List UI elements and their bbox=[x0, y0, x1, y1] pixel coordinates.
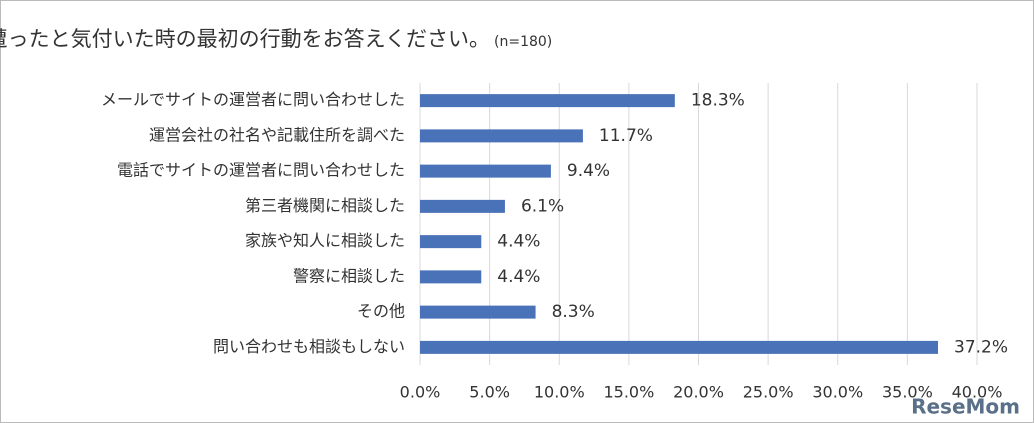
x-tick-label: 30.0% bbox=[812, 383, 863, 402]
watermark: ReseMom bbox=[911, 395, 1020, 419]
bar bbox=[420, 199, 505, 213]
y-tick-label: 電話でサイトの運営者に問い合わせした bbox=[117, 161, 405, 180]
bar bbox=[420, 164, 551, 178]
x-tick-label: 10.0% bbox=[534, 383, 585, 402]
chart-subtitle: (n=180) bbox=[494, 34, 552, 50]
bar bbox=[420, 270, 482, 284]
bar bbox=[420, 129, 583, 143]
data-label: 8.3% bbox=[552, 302, 595, 322]
x-tick-label: 5.0% bbox=[469, 383, 510, 402]
x-tick-label: 0.0% bbox=[400, 383, 441, 402]
x-tick-label: 20.0% bbox=[673, 383, 724, 402]
x-tick-label: 40.0% bbox=[952, 383, 1003, 402]
y-tick-label: 警察に相談した bbox=[293, 266, 405, 285]
y-tick-label: 第三者機関に相談した bbox=[245, 196, 405, 215]
x-tick-label: 15.0% bbox=[603, 383, 654, 402]
bar bbox=[420, 305, 536, 319]
x-tick-label: 35.0% bbox=[882, 383, 933, 402]
y-tick-label: 問い合わせも相談もしない bbox=[213, 337, 405, 356]
bar bbox=[420, 94, 675, 108]
data-label: 11.7% bbox=[599, 126, 653, 146]
data-label: 4.4% bbox=[497, 232, 540, 252]
bar bbox=[420, 340, 939, 354]
y-tick-label: 家族や知人に相談した bbox=[245, 231, 405, 250]
data-label: 9.4% bbox=[567, 161, 610, 181]
y-tick-label: その他 bbox=[357, 302, 405, 321]
x-tick-label: 25.0% bbox=[743, 383, 794, 402]
bar bbox=[420, 235, 482, 249]
data-label: 37.2% bbox=[954, 337, 1008, 357]
y-tick-label: 運営会社の社名や記載住所を調べた bbox=[149, 125, 405, 144]
data-label: 4.4% bbox=[497, 267, 540, 287]
data-label: 6.1% bbox=[521, 196, 564, 216]
chart-title: 被害に遭ったと気付いた時の最初の行動をお答えください。 bbox=[0, 27, 490, 51]
y-tick-label: メールでサイトの運営者に問い合わせした bbox=[101, 90, 405, 109]
data-label: 18.3% bbox=[691, 91, 745, 111]
